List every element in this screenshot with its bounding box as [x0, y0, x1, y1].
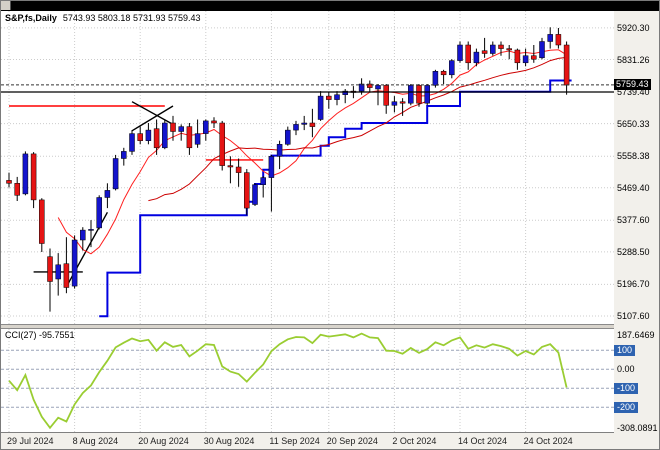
pane-separator[interactable]	[1, 324, 659, 329]
price-tick-label: 5739.40	[617, 87, 650, 97]
price-tick-label: 5107.60	[617, 311, 650, 321]
cci-chart[interactable]	[1, 329, 614, 432]
chart-ohlc-values: 5743.93 5803.18 5731.93 5759.43	[62, 13, 201, 23]
cci-tick-label: 0.00	[617, 364, 635, 375]
price-pane[interactable]: S&P,fs,Daily 5743.93 5803.18 5731.93 5759…	[1, 11, 615, 324]
window-icon	[1, 1, 11, 10]
window-titlebar	[1, 1, 659, 11]
price-tick-label: 5469.40	[617, 182, 650, 193]
time-axis-label: 8 Aug 2024	[72, 436, 119, 446]
price-tick-label: 5558.38	[617, 151, 650, 162]
cci-level-badge: 100	[614, 345, 636, 357]
price-tick-label: 5831.26	[617, 54, 650, 65]
cci-level-badge: -200	[614, 402, 639, 414]
time-axis-label: 20 Sep 2024	[326, 436, 378, 446]
cci-tick-label: 187.6469	[617, 330, 655, 340]
price-tick-label: 5650.33	[617, 118, 650, 129]
cci-tick-label: -308.0891	[617, 422, 658, 433]
candlestick-chart[interactable]	[1, 11, 614, 324]
current-price-badge: 5759.43	[614, 78, 651, 90]
price-tick-label: 5377.60	[617, 215, 650, 226]
time-axis-label: 2 Oct 2024	[392, 436, 437, 446]
time-axis-label: 20 Aug 2024	[138, 436, 189, 446]
cci-level-badge: -100	[614, 383, 639, 395]
chart-symbol: S&P,fs,Daily	[5, 13, 57, 23]
price-tick-label: 5196.70	[617, 279, 650, 290]
time-axis-label: 29 Jul 2024	[7, 436, 54, 446]
price-tick-label: 5288.50	[617, 246, 650, 257]
time-axis[interactable]: 29 Jul 2024 8 Aug 2024 20 Aug 2024 30 Aug 2…	[1, 432, 614, 449]
time-axis-label: 11 Sep 2024	[269, 436, 320, 446]
time-axis-label: 24 Oct 2024	[523, 436, 573, 446]
chart-title: S&P,fs,Daily 5743.93 5803.18 5731.93 5759…	[5, 13, 201, 23]
time-axis-label: 14 Oct 2024	[458, 436, 508, 446]
time-axis-label: 30 Aug 2024	[203, 436, 255, 446]
cci-pane[interactable]: CCI(27) -95.7551	[1, 329, 615, 432]
price-axis[interactable]: 5920.30 5831.26 5739.40 5650.33 5558.38 5469.…	[614, 11, 659, 449]
cci-indicator-label: CCI(27) -95.7551	[5, 330, 75, 340]
price-tick-label: 5920.30	[617, 22, 650, 33]
